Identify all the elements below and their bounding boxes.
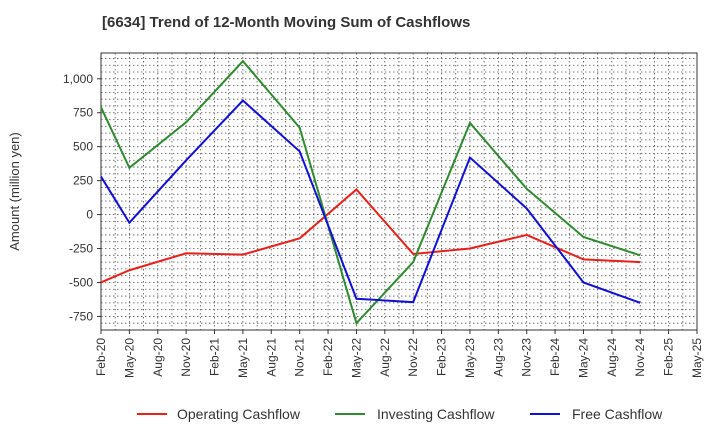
x-tick-label: Nov-22 bbox=[406, 338, 420, 377]
series-layer bbox=[100, 59, 641, 326]
x-tick-label: May-24 bbox=[576, 338, 590, 378]
legend-layer: Operating Cashflow Investing Cashflow Free… bbox=[137, 406, 663, 422]
legend-label-1: Operating Cashflow bbox=[177, 406, 301, 422]
y-tick-label: 1,000 bbox=[63, 72, 93, 86]
y-tick-label: 750 bbox=[73, 106, 93, 120]
plot-area bbox=[101, 53, 697, 330]
x-tick-label: Nov-20 bbox=[179, 338, 193, 377]
x-tick-label: Feb-24 bbox=[548, 338, 562, 376]
series-line-1 bbox=[100, 188, 641, 284]
chart-title: [6634] Trend of 12-Month Moving Sum of C… bbox=[102, 14, 471, 31]
x-tick-label: Aug-24 bbox=[605, 338, 619, 377]
x-tick-label: Feb-20 bbox=[94, 338, 108, 376]
y-tick-label: 250 bbox=[73, 174, 93, 188]
x-tick-label: May-23 bbox=[463, 338, 477, 378]
axis-layer: -750 -500 -250 0 250 500 750 1,000 Feb-20 May-20 A… bbox=[7, 52, 704, 378]
series-line-2 bbox=[100, 59, 641, 326]
y-tick-label: 0 bbox=[86, 208, 93, 222]
y-axis-label: Amount (million yen) bbox=[7, 132, 22, 251]
x-tick-label: Feb-21 bbox=[208, 338, 222, 376]
x-tick-label: Aug-21 bbox=[264, 338, 278, 377]
x-tick-label: Nov-23 bbox=[520, 338, 534, 377]
x-tick-label: Feb-25 bbox=[662, 338, 676, 376]
x-tick-label: Feb-23 bbox=[435, 338, 449, 376]
grid-layer bbox=[100, 53, 698, 330]
x-tick-label: May-21 bbox=[236, 338, 250, 378]
y-tick-label: 500 bbox=[73, 140, 93, 154]
plot-border bbox=[100, 52, 698, 331]
x-tick-label: Aug-20 bbox=[151, 338, 165, 377]
x-tick-label: Nov-21 bbox=[293, 338, 307, 377]
x-tick-label: Nov-24 bbox=[633, 338, 647, 377]
y-tick-label: -250 bbox=[69, 242, 93, 256]
legend-label-2: Investing Cashflow bbox=[377, 406, 495, 422]
x-tick-label: May-20 bbox=[122, 338, 136, 378]
x-tick-label: May-22 bbox=[349, 338, 363, 378]
x-tick-label: Feb-22 bbox=[321, 338, 335, 376]
x-tick-label: Aug-23 bbox=[491, 338, 505, 377]
x-tick-label: May-25 bbox=[690, 338, 704, 378]
legend-label-3: Free Cashflow bbox=[572, 406, 663, 422]
x-tick-label: Aug-22 bbox=[378, 338, 392, 377]
y-tick-label: -500 bbox=[69, 275, 93, 289]
y-tick-label: -750 bbox=[69, 309, 93, 323]
series-line-3 bbox=[100, 99, 641, 304]
